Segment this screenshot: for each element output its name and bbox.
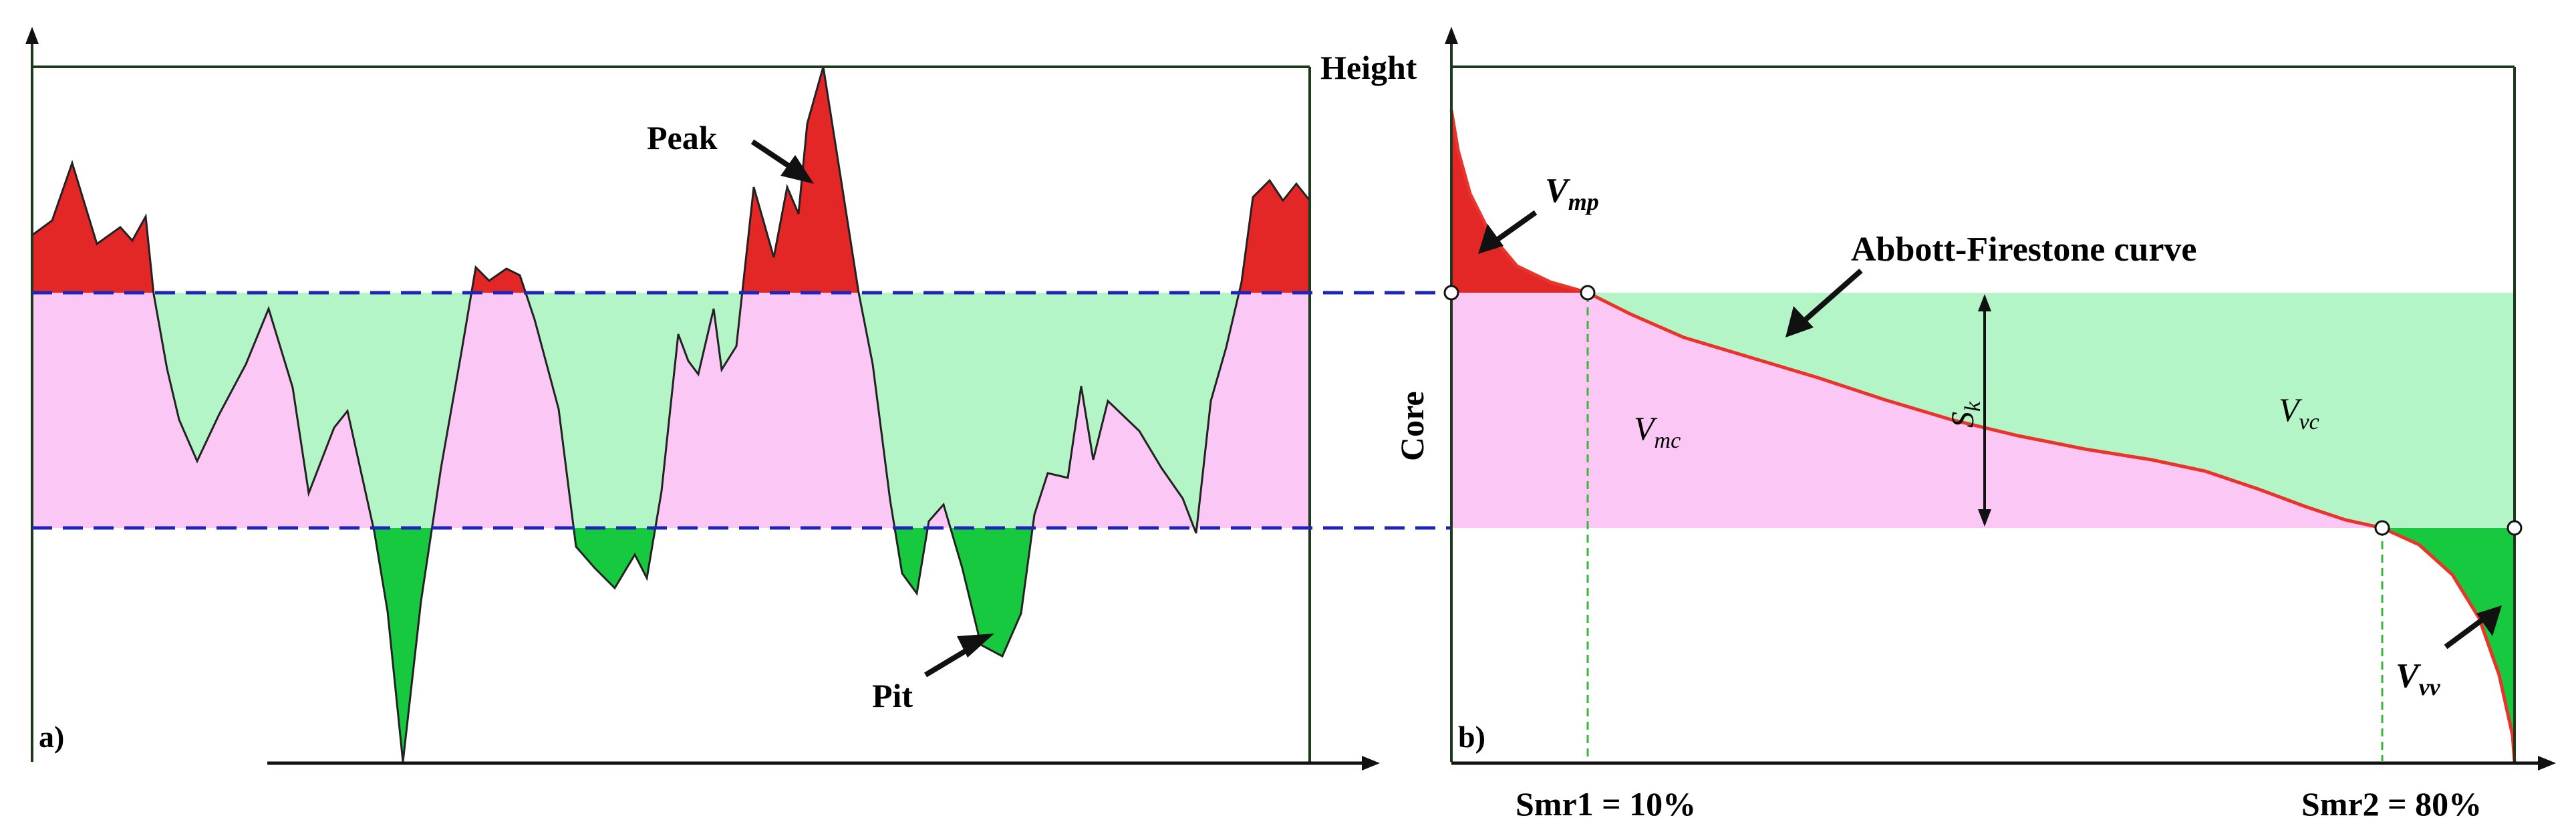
surface-profile-line bbox=[31, 66, 1311, 762]
sk-arrow-bottom bbox=[1978, 509, 1991, 527]
peak-arrow-head bbox=[780, 155, 814, 184]
core-lower-right-marker bbox=[2507, 520, 2523, 536]
panel-b-label: b) bbox=[1458, 720, 1485, 754]
vmp-arrow-shaft bbox=[1492, 210, 1538, 245]
pit-label: Pit bbox=[872, 677, 913, 714]
core-upper-region bbox=[153, 293, 1240, 528]
y-axis-a-arrowhead bbox=[25, 27, 39, 44]
vmp-arrow-head bbox=[1478, 224, 1504, 254]
x-axis-b-arrowhead bbox=[2538, 756, 2556, 771]
panel-b: Sk Height Core Vmp Abbott-Firestone curv… bbox=[1320, 27, 2556, 823]
vvc-region bbox=[1588, 293, 2515, 528]
sk-arrow-top bbox=[1978, 294, 1991, 311]
vvv-region bbox=[2382, 528, 2515, 762]
vvc-label: Vvc bbox=[2279, 391, 2319, 434]
core-lower-region bbox=[32, 293, 1310, 528]
smr1-label: Smr1 = 10% bbox=[1516, 785, 1696, 823]
abbott-firestone-curve-label: Abbott-Firestone curve bbox=[1851, 231, 2197, 269]
smr1-marker bbox=[1580, 285, 1596, 301]
panel-a: Peak Pit a) bbox=[25, 27, 1451, 771]
sk-label: Sk bbox=[1945, 401, 1985, 428]
vmc-label: Vmc bbox=[1634, 410, 1681, 453]
curve-arrow-shaft bbox=[1802, 269, 1863, 323]
abbott-firestone-curve bbox=[1449, 110, 2517, 762]
y-axis-b-arrowhead bbox=[1445, 27, 1458, 44]
pit-arrow-head bbox=[957, 634, 994, 658]
panel-a-label: a) bbox=[39, 720, 64, 754]
vvv-label: Vvv bbox=[2396, 657, 2441, 700]
height-axis-label: Height bbox=[1320, 49, 1417, 86]
vmp-label: Vmp bbox=[1545, 172, 1599, 215]
core-upper-left-marker bbox=[1443, 285, 1459, 301]
curve-arrow-head bbox=[1785, 306, 1814, 337]
x-axis-a-arrowhead bbox=[1362, 756, 1380, 771]
peak-label: Peak bbox=[647, 119, 718, 156]
core-axis-label: Core bbox=[1393, 391, 1431, 461]
smr2-label: Smr2 = 80% bbox=[2301, 785, 2482, 823]
pit-region bbox=[32, 528, 1310, 762]
vvv-arrow-head bbox=[2476, 605, 2502, 636]
vvv-arrow-shaft bbox=[2444, 615, 2486, 650]
smr2-marker bbox=[2374, 520, 2390, 536]
